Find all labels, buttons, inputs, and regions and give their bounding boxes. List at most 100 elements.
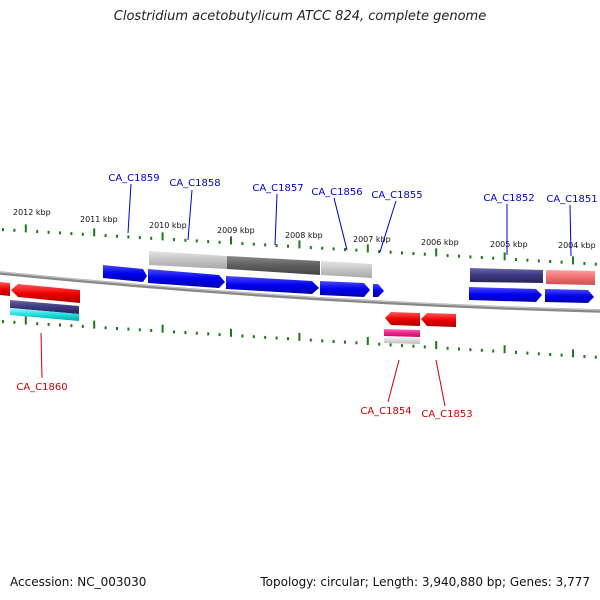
ruler-tick-minor [150, 236, 153, 240]
ruler-tick-minor [446, 346, 449, 350]
ruler-tick-minor [355, 341, 358, 345]
ruler-tick-minor [104, 234, 107, 238]
ruler-tick-major [24, 316, 27, 325]
ruler-tick-minor [150, 329, 153, 332]
ruler-tick-minor [469, 348, 472, 352]
ruler-tick-major [24, 224, 27, 233]
ruler-tick-minor [412, 252, 415, 256]
ruler-ticks-top [2, 224, 597, 266]
ruler-tick-minor [116, 234, 118, 238]
gene-label-ca-c1854[interactable]: CA_C1854 [360, 406, 411, 417]
ruler-tick-minor [173, 330, 175, 334]
ruler-tick-minor [81, 232, 84, 236]
ruler-tick-minor [36, 322, 39, 326]
ruler-label: 2007 kbp [353, 235, 391, 244]
ruler-tick-minor [344, 340, 346, 344]
gene-arrow-ca-c1861[interactable] [0, 282, 10, 296]
ruler-label: 2010 kbp [149, 221, 187, 230]
gene-label-ca-c1858[interactable]: CA_C1858 [169, 178, 220, 189]
ruler-tick-minor [36, 230, 39, 234]
gene-arrow-ca-c1852-cds[interactable] [469, 287, 542, 302]
gene-arrow-ca-c1856-cds[interactable] [320, 281, 370, 297]
gene-arrow-ca-c1857[interactable] [227, 256, 320, 275]
ruler-tick-minor [515, 258, 517, 261]
ruler-tick-minor [492, 256, 495, 260]
ruler-tick-minor [207, 332, 210, 336]
ruler-tick-minor [275, 244, 278, 248]
gene-label-ca-c1859[interactable]: CA_C1859 [108, 173, 159, 184]
ruler-tick-minor [59, 323, 61, 327]
ruler-tick-minor [537, 352, 540, 356]
leader-lines-top [127, 183, 572, 257]
ruler-tick-minor [480, 348, 483, 352]
gene-arrow-ca-c1851[interactable] [546, 270, 595, 285]
ruler-tick-major [572, 256, 574, 265]
gene-label-ca-c1860[interactable]: CA_C1860 [16, 382, 67, 393]
gene-arrow-ca-c1857-cds[interactable] [226, 276, 319, 294]
gene-label-ca-c1852[interactable]: CA_C1852 [483, 193, 534, 204]
ruler-tick-minor [13, 320, 16, 324]
ruler-tick-minor [184, 331, 187, 335]
ruler-tick-minor [355, 248, 358, 252]
ruler-tick-minor [287, 337, 289, 341]
ruler-tick-minor [47, 322, 50, 326]
ruler-tick-minor [526, 351, 529, 355]
ruler-tick-minor [173, 238, 175, 242]
gene-label-ca-c1851[interactable]: CA_C1851 [546, 194, 597, 205]
ruler-tick-minor [458, 347, 460, 351]
gene-label-ca-c1853[interactable]: CA_C1853 [421, 409, 472, 420]
ruler-tick-minor [138, 236, 141, 240]
ruler-tick-minor [2, 228, 4, 232]
ruler-tick-minor [241, 242, 244, 246]
gene-feature-ca-c1860-a [10, 300, 79, 314]
ruler-tick-minor [252, 335, 255, 339]
ruler-tick-minor [549, 260, 552, 263]
ruler-tick-major [503, 345, 506, 354]
ruler-tick-minor [2, 320, 4, 324]
gene-label-ca-c1856[interactable]: CA_C1856 [311, 187, 362, 198]
gene-arrow-ca-c1860[interactable] [11, 284, 80, 303]
gene-arrow-ca-c1858[interactable] [149, 251, 227, 269]
gene-arrow-ca-c1851-cds[interactable] [545, 289, 594, 303]
ruler-tick-minor [127, 327, 130, 331]
ruler-tick-minor [378, 250, 381, 254]
ruler-ticks-bottom [2, 316, 597, 359]
ruler-tick-minor [116, 327, 118, 330]
ruler-tick-minor [241, 334, 244, 338]
ruler-tick-minor [537, 259, 540, 263]
gene-feature-ca-c1860-b [10, 308, 79, 321]
gene-feature-ca-c1854-b [384, 337, 420, 344]
gene-arrow-ca-c1859[interactable] [103, 265, 147, 282]
ruler-tick-minor [423, 252, 426, 256]
ruler-tick-minor [309, 246, 312, 250]
ruler-tick-major [435, 248, 438, 257]
ruler-tick-minor [275, 336, 278, 340]
ruler-tick-minor [264, 243, 267, 247]
ruler-tick-minor [332, 340, 335, 343]
ruler-tick-minor [458, 254, 460, 258]
ruler-tick-minor [594, 355, 597, 359]
ruler-label: 2011 kbp [80, 215, 118, 224]
gene-arrow-ca-c1853[interactable] [421, 313, 456, 327]
ruler-tick-major [298, 332, 301, 341]
gene-arrow-ca-c1856[interactable] [321, 261, 372, 278]
gene-arrow-ca-c1855[interactable] [373, 284, 384, 297]
gene-arrow-ca-c1854[interactable] [385, 312, 420, 326]
gene-labels-bottom: CA_C1860 CA_C1854 CA_C1853 [16, 382, 472, 420]
ruler-tick-minor [560, 260, 563, 264]
ruler-tick-minor [515, 350, 517, 354]
ruler-tick-minor [184, 238, 187, 242]
gene-labels-top: CA_C1859 CA_C1858 CA_C1857 CA_C1856 CA_C… [108, 173, 597, 205]
accession-text: Accession: NC_003030 [10, 575, 147, 589]
gene-label-ca-c1855[interactable]: CA_C1855 [371, 190, 422, 201]
ruler-tick-minor [321, 246, 324, 250]
ruler-tick-major [230, 328, 232, 337]
ruler-label: 2004 kbp [558, 241, 596, 250]
ruler-tick-minor [138, 328, 141, 332]
leader-lines-bottom [40, 332, 446, 407]
ruler-tick-minor [81, 324, 84, 328]
ruler-tick-minor [252, 242, 255, 246]
gene-label-ca-c1857[interactable]: CA_C1857 [252, 183, 303, 194]
gene-arrow-ca-c1858-cds[interactable] [148, 269, 225, 288]
gene-arrow-ca-c1852[interactable] [470, 268, 543, 283]
